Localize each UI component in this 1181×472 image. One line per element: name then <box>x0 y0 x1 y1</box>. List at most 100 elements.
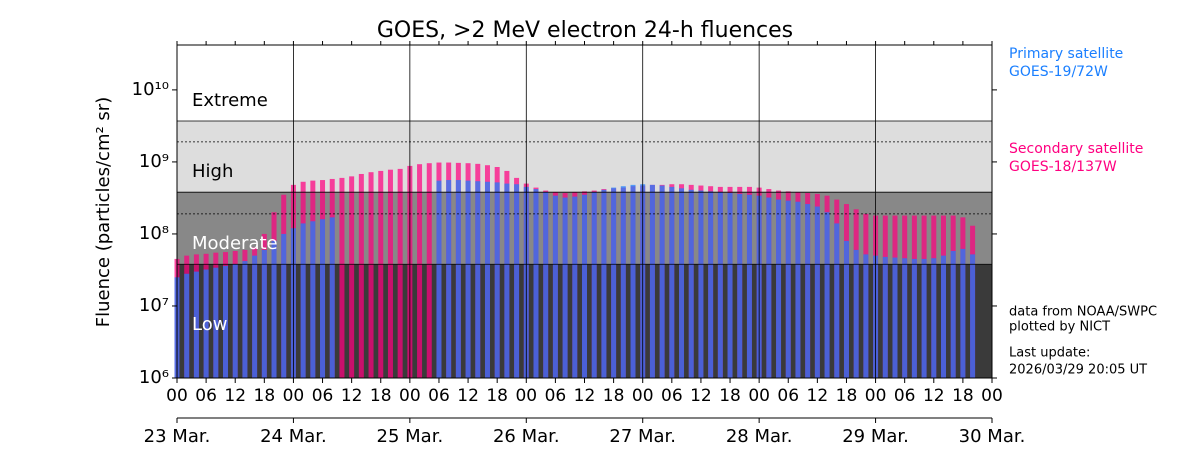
bar <box>465 180 471 378</box>
day-label: 25 Mar. <box>377 426 444 447</box>
x-tick-label: 18 <box>952 386 974 406</box>
x-tick-label: 00 <box>399 386 421 406</box>
bar <box>387 169 393 378</box>
bar <box>601 189 607 378</box>
bar <box>203 269 209 378</box>
bar <box>766 197 772 378</box>
legend-satellite: GOES-19/72W <box>1009 64 1108 80</box>
bar <box>213 267 219 378</box>
day-label: 29 Mar. <box>842 426 909 447</box>
bar <box>970 254 976 378</box>
bar <box>950 250 956 378</box>
x-tick-label: 06 <box>777 386 799 406</box>
bar <box>261 249 267 378</box>
bar <box>533 189 539 378</box>
x-tick-label: 00 <box>515 386 537 406</box>
level-label: Low <box>192 314 227 335</box>
bar <box>746 194 752 378</box>
bar <box>853 249 859 378</box>
bar <box>630 184 636 378</box>
bar <box>252 255 258 378</box>
bar <box>358 173 364 378</box>
x-tick-label: 06 <box>894 386 916 406</box>
y-tick-label: 10⁸ <box>139 223 169 244</box>
x-tick-label: 12 <box>690 386 712 406</box>
level-label: Extreme <box>192 90 268 111</box>
day-label: 28 Mar. <box>726 426 793 447</box>
level-label: High <box>192 161 233 182</box>
bar <box>785 200 791 378</box>
bar <box>649 184 655 378</box>
bar <box>892 257 898 378</box>
bar <box>717 192 723 378</box>
x-tick-label: 12 <box>457 386 479 406</box>
bar <box>543 192 549 378</box>
y-tick-label: 10⁹ <box>139 151 169 172</box>
x-tick-label: 00 <box>632 386 654 406</box>
y-tick-label: 10⁷ <box>139 295 169 316</box>
bar <box>776 199 782 378</box>
x-tick-label: 18 <box>836 386 858 406</box>
bar <box>271 240 277 378</box>
bar <box>737 193 743 378</box>
day-label: 27 Mar. <box>609 426 676 447</box>
bar <box>484 181 490 378</box>
bar <box>708 191 714 378</box>
bar <box>863 254 869 378</box>
bar <box>669 186 675 378</box>
y-tick-label: 10¹⁰ <box>132 79 169 100</box>
x-tick-label: 18 <box>370 386 392 406</box>
level-zone <box>177 120 992 193</box>
bar <box>960 248 966 378</box>
bar <box>911 258 917 378</box>
x-tick-label: 18 <box>719 386 741 406</box>
x-tick-label: 12 <box>574 386 596 406</box>
x-tick-label: 12 <box>923 386 945 406</box>
bar <box>843 240 849 378</box>
x-tick-label: 12 <box>807 386 829 406</box>
bar <box>814 206 820 378</box>
bar <box>184 273 190 378</box>
bar <box>688 189 694 378</box>
bar <box>552 195 558 378</box>
bar <box>514 184 520 378</box>
bar <box>368 172 374 378</box>
bar <box>232 264 238 378</box>
bar <box>349 176 355 378</box>
day-label: 30 Mar. <box>959 426 1026 447</box>
legend-satellite: GOES-18/137W <box>1009 159 1117 175</box>
legend-entry: Primary satellite <box>1009 46 1123 62</box>
bar <box>339 177 345 378</box>
x-tick-label: 12 <box>341 386 363 406</box>
bar <box>679 188 685 378</box>
bar <box>902 258 908 378</box>
x-tick-label: 06 <box>195 386 217 406</box>
level-label: Moderate <box>192 233 278 254</box>
bar <box>417 164 423 378</box>
bar <box>193 271 199 378</box>
x-tick-label: 00 <box>166 386 188 406</box>
bar <box>446 180 452 378</box>
x-tick-label: 06 <box>312 386 334 406</box>
bar <box>582 194 587 378</box>
x-tick-label: 06 <box>428 386 450 406</box>
x-tick-label: 06 <box>545 386 567 406</box>
note: data from NOAA/SWPC <box>1009 305 1157 320</box>
bar <box>562 197 568 378</box>
x-tick-label: 00 <box>865 386 887 406</box>
bar <box>572 196 578 378</box>
x-tick-label: 12 <box>224 386 246 406</box>
level-zone <box>177 45 992 121</box>
x-tick-label: 18 <box>603 386 625 406</box>
note: 2026/03/29 20:05 UT <box>1009 363 1147 378</box>
day-label: 24 Mar. <box>260 426 327 447</box>
bar <box>223 265 229 378</box>
bar <box>620 186 626 378</box>
bar <box>300 223 306 378</box>
bar <box>475 181 481 378</box>
y-axis-label: Fluence (particles/cm² sr) <box>93 97 114 327</box>
bar <box>242 261 248 378</box>
bar <box>378 170 384 378</box>
bar <box>329 217 335 378</box>
x-tick-label: 18 <box>254 386 276 406</box>
